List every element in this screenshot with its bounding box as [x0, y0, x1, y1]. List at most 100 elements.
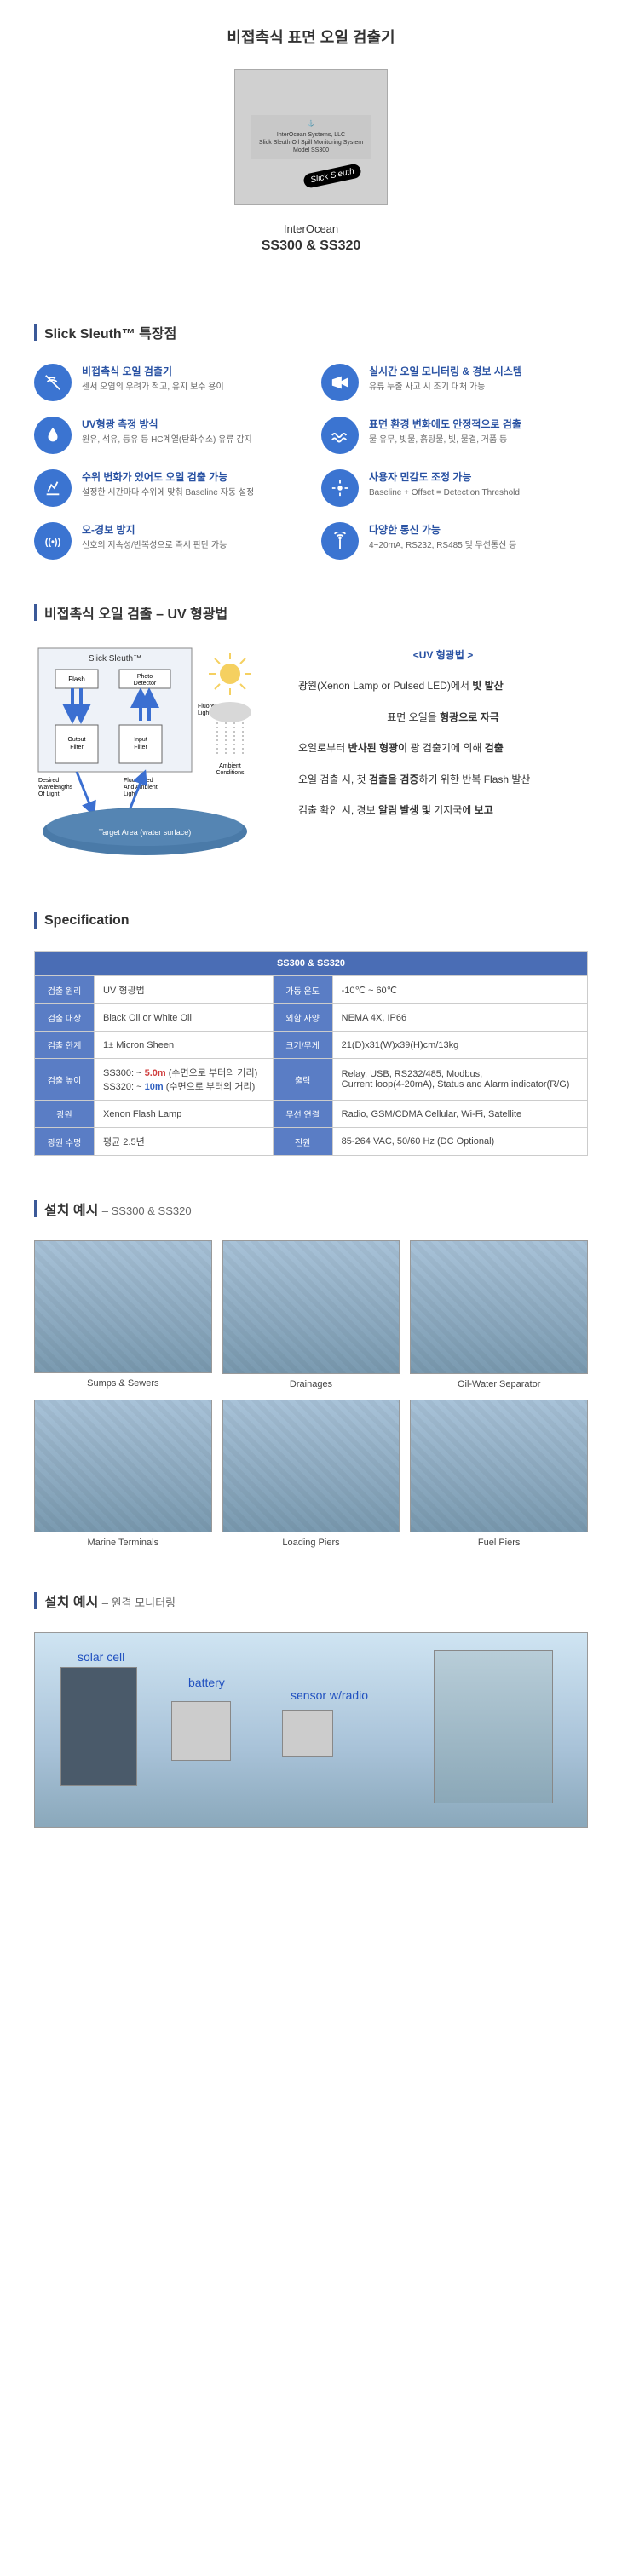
feature-title: 수위 변화가 있어도 오일 검출 가능: [82, 469, 254, 484]
spec-value: 평균 2.5년: [95, 1128, 274, 1156]
brand-name: InterOcean: [34, 222, 588, 235]
plate-line2: Model SS300: [259, 147, 363, 154]
section-heading-features: Slick Sleuth™ 특장점: [34, 322, 588, 342]
spec-label: 광원 수명: [35, 1128, 95, 1156]
feature-desc: Baseline + Offset = Detection Threshold: [369, 487, 520, 499]
spec-label: 가동 온도: [273, 976, 332, 1004]
install-photo: [34, 1400, 212, 1532]
svg-text:Light: Light: [198, 710, 210, 716]
svg-text:Wavelengths: Wavelengths: [38, 785, 73, 791]
spec-value: Xenon Flash Lamp: [95, 1101, 274, 1128]
spec-label: 전원: [273, 1128, 332, 1156]
svg-text:Flash: Flash: [68, 676, 85, 683]
feature-desc: 센서 오염의 우려가 적고, 유지 보수 용이: [82, 382, 224, 394]
install-caption: Sumps & Sewers: [34, 1378, 212, 1389]
feature-item: UV형광 측정 방식 원유, 석유, 등유 등 HC계열(탄화수소) 유류 감지: [34, 417, 301, 454]
install-photo: [34, 1240, 212, 1373]
model-name: SS300 & SS320: [34, 239, 588, 254]
product-photo: ⚓ InterOcean Systems, LLC Slick Sleuth O…: [234, 69, 388, 205]
feature-item: 사용자 민감도 조정 가능 Baseline + Offset = Detect…: [321, 469, 588, 507]
install-photo: [410, 1240, 588, 1374]
feature-title: 표면 환경 변화에도 안정적으로 검출: [369, 417, 521, 431]
svg-text:((•)): ((•)): [45, 538, 61, 548]
svg-text:Ambient: Ambient: [219, 763, 241, 769]
spec-label: 검출 원리: [35, 976, 95, 1004]
spec-label: 검출 대상: [35, 1004, 95, 1032]
spec-value: UV 형광법: [95, 976, 274, 1004]
svg-text:Filter: Filter: [134, 745, 147, 750]
spec-label: 검출 높이: [35, 1059, 95, 1101]
uv-steps: <UV 형광법 > 광원(Xenon Lamp or Pulsed LED)에서…: [298, 644, 588, 830]
feature-item: 실시간 오일 모니터링 & 경보 시스템 유류 누출 사고 시 조기 대처 가능: [321, 364, 588, 401]
feature-desc: 유류 누출 사고 시 조기 대처 가능: [369, 382, 522, 394]
spec-value: Black Oil or White Oil: [95, 1004, 274, 1032]
spec-value: 21(D)x31(W)x39(H)cm/13kg: [332, 1032, 587, 1059]
svg-text:Output: Output: [67, 737, 85, 743]
svg-text:Photo: Photo: [137, 674, 153, 680]
spec-value: 1± Micron Sheen: [95, 1032, 274, 1059]
install-photo: [222, 1400, 400, 1533]
feature-desc: 물 유무, 빗물, 흙탕물, 빛, 물결, 거품 등: [369, 434, 521, 446]
feature-title: UV형광 측정 방식: [82, 417, 252, 431]
feature-title: 사용자 민감도 조정 가능: [369, 469, 520, 484]
spec-value: 85-264 VAC, 50/60 Hz (DC Optional): [332, 1128, 587, 1156]
label-sensor: sensor w/radio: [291, 1688, 368, 1702]
install-caption: Marine Terminals: [34, 1538, 212, 1548]
svg-text:Desired: Desired: [38, 778, 59, 784]
feature-desc: 원유, 석유, 등유 등 HC계열(탄화수소) 유류 감지: [82, 434, 252, 446]
install-example: Fuel Piers: [410, 1400, 588, 1549]
spec-label: 무선 연결: [273, 1101, 332, 1128]
section-heading-install1: 설치 예시 – SS300 & SS320: [34, 1199, 588, 1219]
spec-value: Relay, USB, RS232/485, Modbus,Current lo…: [332, 1059, 587, 1101]
install-caption: Drainages: [222, 1379, 400, 1389]
level-icon: [34, 469, 72, 507]
spec-value: SS300: ~ 5.0m (수면으로 부터의 거리)SS320: ~ 10m …: [95, 1059, 274, 1101]
plate-line1: Slick Sleuth Oil Spill Monitoring System: [259, 139, 363, 147]
svg-text:Slick Sleuth™: Slick Sleuth™: [89, 654, 141, 664]
install-caption: Oil-Water Separator: [410, 1379, 588, 1389]
camera-icon: [321, 364, 359, 401]
feature-item: 표면 환경 변화에도 안정적으로 검출 물 유무, 빗물, 흙탕물, 빛, 물결…: [321, 417, 588, 454]
feature-item: 수위 변화가 있어도 오일 검출 가능 설정한 시간마다 수위에 맞춰 Base…: [34, 469, 301, 507]
nocontact-icon: [34, 364, 72, 401]
feature-item: 다양한 통신 가능 4~20mA, RS232, RS485 및 무선통신 등: [321, 522, 588, 560]
spec-table: SS300 & SS320 검출 원리 UV 형광법 가동 온도 -10℃ ~ …: [34, 951, 588, 1156]
spec-label: 크기/무게: [273, 1032, 332, 1059]
feature-title: 비접촉식 오일 검출기: [82, 364, 224, 378]
section-heading-uv: 비접촉식 오일 검출 – UV 형광법: [34, 602, 588, 623]
company-name: InterOcean Systems, LLC: [259, 131, 363, 139]
svg-text:Input: Input: [134, 737, 147, 743]
install-photo: [410, 1400, 588, 1533]
install-example: Loading Piers: [222, 1400, 400, 1549]
feature-desc: 설정한 시간마다 수위에 맞춰 Baseline 자동 설정: [82, 487, 254, 499]
spec-label: 광원: [35, 1101, 95, 1128]
wave-icon: [321, 417, 359, 454]
install-example: Marine Terminals: [34, 1400, 212, 1549]
spec-label: 검출 한계: [35, 1032, 95, 1059]
svg-text:Target Area (water surface): Target Area (water surface): [99, 828, 192, 837]
spec-value: NEMA 4X, IP66: [332, 1004, 587, 1032]
alarm-icon: ((•)): [34, 522, 72, 560]
svg-text:Conditions: Conditions: [216, 770, 245, 776]
drop-icon: [34, 417, 72, 454]
install-example: Sumps & Sewers: [34, 1240, 212, 1389]
sens-icon: [321, 469, 359, 507]
remote-monitoring-photo: solar cell battery sensor w/radio: [34, 1632, 588, 1828]
install-example: Oil-Water Separator: [410, 1240, 588, 1389]
install-example: Drainages: [222, 1240, 400, 1389]
uv-diagram: Slick Sleuth™ Flash Photo Detector Fluor…: [34, 644, 273, 870]
install-photo: [222, 1240, 400, 1374]
install-caption: Fuel Piers: [410, 1538, 588, 1548]
feature-desc: 4~20mA, RS232, RS485 및 무선통신 등: [369, 540, 516, 552]
spec-label: 외함 사양: [273, 1004, 332, 1032]
product-sticker: Slick Sleuth: [302, 163, 362, 189]
feature-title: 다양한 통신 가능: [369, 522, 516, 537]
section-heading-install2: 설치 예시 – 원격 모니터링: [34, 1590, 588, 1611]
feature-item: 비접촉식 오일 검출기 센서 오염의 우려가 적고, 유지 보수 용이: [34, 364, 301, 401]
svg-text:Fluoresced: Fluoresced: [124, 778, 153, 784]
spec-value: -10℃ ~ 60℃: [332, 976, 587, 1004]
svg-text:Filter: Filter: [70, 745, 84, 750]
feature-title: 실시간 오일 모니터링 & 경보 시스템: [369, 364, 522, 378]
feature-title: 오-경보 방지: [82, 522, 227, 537]
label-battery: battery: [188, 1676, 225, 1689]
